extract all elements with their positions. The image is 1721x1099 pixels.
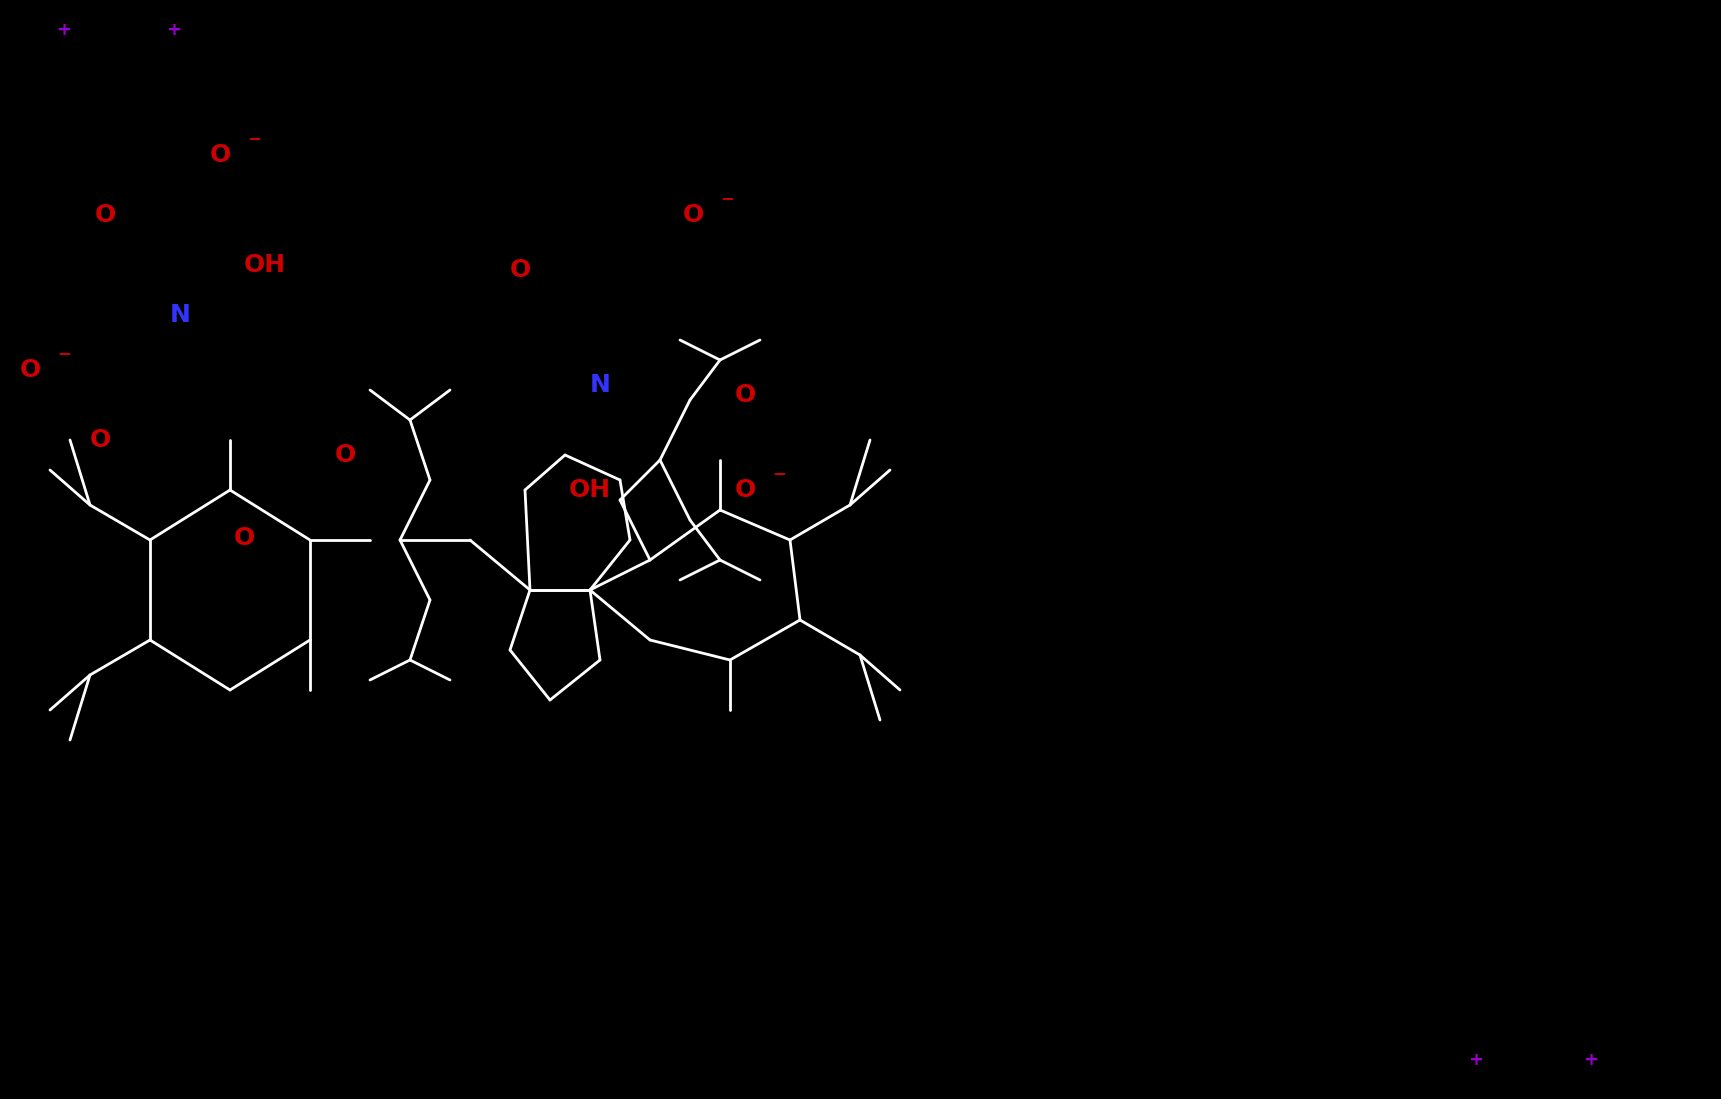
Text: +: + (1583, 1052, 1597, 1069)
Text: OH: OH (570, 478, 611, 502)
Text: O: O (334, 443, 356, 467)
Text: O: O (19, 358, 41, 382)
Text: O: O (89, 428, 110, 452)
Text: O: O (682, 203, 704, 227)
Text: O: O (509, 258, 530, 282)
Text: N: N (590, 373, 611, 397)
Text: −: − (721, 189, 735, 208)
Text: O: O (210, 143, 231, 167)
Text: N: N (170, 303, 191, 328)
Text: O: O (735, 478, 756, 502)
Text: +: + (1468, 1052, 1484, 1069)
Text: +: + (165, 21, 181, 40)
Text: −: − (773, 465, 786, 482)
Text: −: − (57, 344, 71, 363)
Text: +: + (55, 21, 71, 40)
Text: OH: OH (244, 253, 286, 277)
Text: O: O (735, 382, 756, 407)
Text: −: − (248, 130, 262, 147)
Text: O: O (95, 203, 115, 227)
Text: O: O (234, 526, 255, 550)
